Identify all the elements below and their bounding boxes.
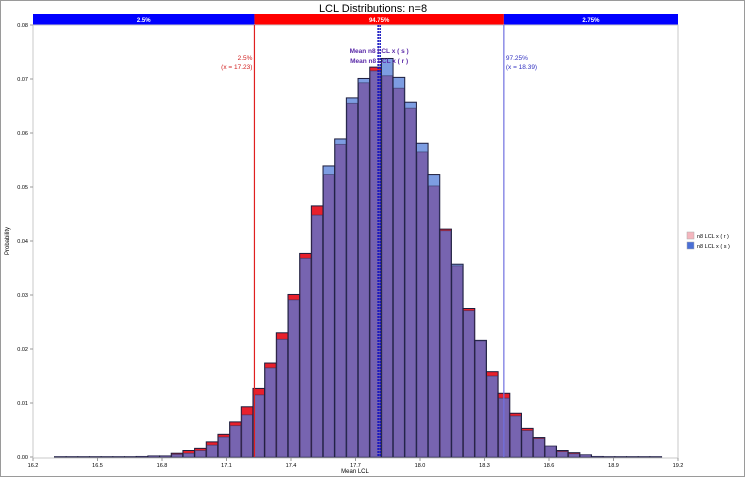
bar-overlap xyxy=(452,266,463,457)
legend-swatch xyxy=(687,232,694,239)
y-tick-label: 0.02 xyxy=(17,347,28,353)
x-tick-label: 16.8 xyxy=(157,463,168,469)
x-tick-label: 17.4 xyxy=(286,463,297,469)
bar-overlap xyxy=(148,456,159,457)
bar-overlap xyxy=(475,341,486,457)
reference-line-value: (x = 18.39) xyxy=(506,64,537,71)
bar-overlap xyxy=(394,88,405,457)
x-tick-label: 19.2 xyxy=(673,463,684,469)
bar-overlap xyxy=(359,83,370,457)
bar-overlap xyxy=(580,455,591,457)
x-tick-label: 16.5 xyxy=(92,463,103,469)
reference-line-value: (x = 17.23) xyxy=(221,64,252,71)
bar-overlap xyxy=(218,437,229,457)
bar-overlap xyxy=(137,456,148,457)
bar-overlap xyxy=(335,144,346,457)
y-axis: 0.00 0.01 0.02 0.03 0.04 0.05 0.06 0.07 0.08 xyxy=(17,23,33,461)
y-tick-label: 0.00 xyxy=(17,455,28,461)
bar-overlap xyxy=(464,311,475,457)
bar-overlap xyxy=(207,445,218,457)
mean-line-label: Mean n8 LCL x ( r ) xyxy=(350,58,408,65)
legend-label: n8 LCL x ( r ) xyxy=(697,234,729,240)
x-tick-label: 18.3 xyxy=(479,463,490,469)
x-tick-label: 18.9 xyxy=(608,463,619,469)
bar-overlap xyxy=(405,108,416,457)
legend-swatch xyxy=(687,242,694,249)
bar-overlap xyxy=(172,454,183,457)
bar-overlap xyxy=(382,76,393,457)
bar-overlap xyxy=(429,186,440,457)
mean-line-label: Mean n8 LCL x ( s ) xyxy=(350,48,409,55)
bar-overlap xyxy=(312,215,323,457)
legend-label: n8 LCL x ( s ) xyxy=(697,244,730,250)
bar-overlap xyxy=(195,451,206,457)
bar-overlap xyxy=(265,368,276,457)
bar-overlap xyxy=(288,300,299,457)
bar-overlap xyxy=(557,452,568,457)
y-tick-label: 0.03 xyxy=(17,293,28,299)
percent-bands: 2.5% 94.75% 2.75% xyxy=(33,14,678,25)
bar-overlap xyxy=(242,415,253,457)
bar-overlap xyxy=(522,431,533,457)
bar-overlap xyxy=(370,71,381,457)
chart-title: LCL Distributions: n=8 xyxy=(319,3,427,15)
bar-overlap xyxy=(324,175,335,457)
reference-line-percent: 97.25% xyxy=(506,55,528,62)
legend: n8 LCL x ( r ) n8 LCL x ( s ) xyxy=(687,232,730,250)
y-tick-label: 0.04 xyxy=(17,239,28,245)
bar-overlap xyxy=(440,231,451,457)
bar-overlap xyxy=(487,376,498,457)
bar-overlap xyxy=(592,456,603,457)
bar-overlap xyxy=(510,416,521,457)
percent-band-label: 2.5% xyxy=(137,18,151,24)
bar-overlap xyxy=(347,103,358,457)
y-tick-label: 0.06 xyxy=(17,131,28,137)
percent-band-label: 2.75% xyxy=(582,18,600,24)
bar-overlap xyxy=(300,258,311,457)
bar-overlap xyxy=(160,456,171,457)
reference-line-percent: 2.5% xyxy=(238,55,253,62)
bar-overlap xyxy=(569,454,580,457)
y-tick-label: 0.05 xyxy=(17,185,28,191)
bar-overlap xyxy=(417,152,428,457)
x-tick-label: 16.2 xyxy=(28,463,39,469)
percent-band-label: 94.75% xyxy=(369,18,390,24)
y-tick-label: 0.08 xyxy=(17,23,28,29)
y-tick-label: 0.01 xyxy=(17,401,28,407)
y-axis-label: Probability xyxy=(5,227,11,255)
x-axis-label: Mean LCL xyxy=(341,469,369,475)
bar-overlap xyxy=(545,446,556,457)
bar-overlap xyxy=(230,426,241,457)
bar-overlap xyxy=(534,439,545,457)
x-tick-label: 18.6 xyxy=(544,463,555,469)
bar-overlap xyxy=(253,395,264,457)
bar-overlap xyxy=(277,339,288,457)
y-tick-label: 0.07 xyxy=(17,77,28,83)
bar-overlap xyxy=(183,453,194,457)
x-tick-label: 18.0 xyxy=(415,463,426,469)
x-tick-label: 17.1 xyxy=(221,463,232,469)
